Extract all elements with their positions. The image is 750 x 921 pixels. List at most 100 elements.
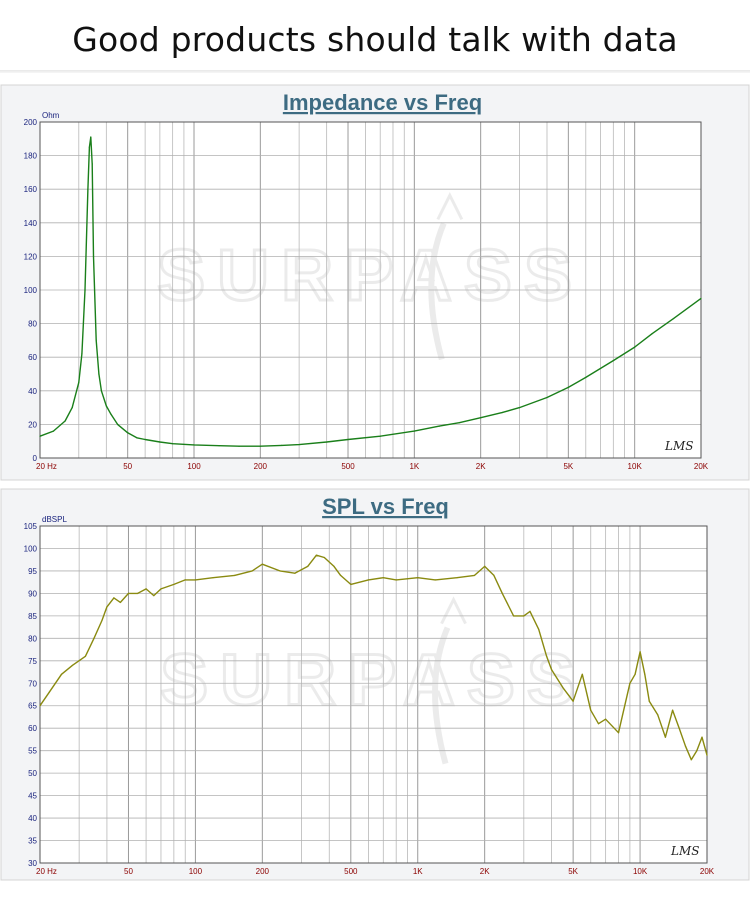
data-point	[159, 441, 161, 443]
data-point	[105, 405, 107, 407]
chart-title: Impedance vs Freq	[283, 90, 482, 115]
data-point	[64, 420, 66, 422]
data-point	[518, 407, 521, 409]
y-tick-label: 20	[28, 420, 37, 429]
data-point	[251, 570, 253, 572]
x-tick-labels: 20 Hz 50 100 200 500 1K 2K 5K 10K 20K	[36, 867, 715, 876]
data-point	[259, 445, 261, 447]
data-point	[315, 554, 317, 556]
data-point	[651, 333, 653, 335]
x-tick-label: 500	[344, 867, 358, 876]
data-point	[484, 565, 486, 567]
watermark-star-icon	[436, 192, 464, 221]
plot-border	[39, 121, 702, 459]
data-point	[172, 443, 174, 445]
x-tick-label: 200	[254, 462, 268, 471]
y-tick-labels: 30 35 40 45 50 55 60 65 70 75 80 85 90 95 100 105	[24, 522, 38, 868]
page-title: Good products should talk with data	[72, 20, 678, 59]
data-point	[347, 438, 349, 441]
data-point	[119, 601, 121, 603]
data-point	[39, 435, 41, 437]
data-point	[91, 163, 93, 165]
data-point	[136, 437, 138, 439]
data-point	[350, 583, 352, 585]
y-axis-label: dBSPL	[42, 515, 67, 524]
data-point	[696, 750, 698, 752]
data-point	[238, 445, 240, 447]
data-point	[581, 673, 583, 675]
data-point	[458, 422, 460, 424]
data-point	[160, 588, 162, 590]
y-tick-label: 95	[28, 567, 37, 576]
x-tick-label: 20K	[700, 867, 715, 876]
data-point	[538, 628, 540, 630]
data-point	[572, 700, 574, 702]
data-point	[551, 669, 553, 671]
data-point	[153, 595, 155, 597]
y-tick-label: 80	[28, 634, 37, 643]
data-point	[590, 709, 592, 711]
plot-border	[39, 525, 708, 864]
data-point	[78, 381, 80, 383]
data-point	[395, 579, 397, 581]
data-point	[639, 651, 641, 653]
y-tick-label: 160	[24, 185, 38, 194]
data-point	[90, 136, 92, 138]
data-point	[684, 745, 687, 747]
data-point	[101, 619, 103, 621]
data-points	[39, 136, 702, 447]
data-point	[434, 579, 436, 581]
title-divider	[0, 70, 750, 73]
data-point	[98, 373, 100, 375]
data-point	[298, 444, 300, 446]
x-tick-label: 2K	[476, 462, 486, 471]
data-point	[480, 417, 482, 419]
y-tick-label: 100	[24, 286, 38, 295]
x-tick-label: 2K	[480, 867, 490, 876]
x-tick-labels: 20 Hz 50 100 200 500 1K 2K 5K 10K 20K	[36, 462, 709, 471]
data-point	[612, 360, 614, 362]
data-point	[100, 390, 102, 392]
data-point	[605, 718, 607, 720]
data-point	[127, 592, 130, 594]
x-tick-label: 20 Hz	[36, 462, 57, 471]
data-point	[137, 592, 139, 594]
y-tick-label: 0	[33, 454, 38, 463]
data-point	[212, 577, 214, 579]
data-point	[546, 396, 548, 399]
data-point	[379, 435, 381, 437]
data-point	[657, 714, 659, 716]
y-tick-label: 50	[28, 769, 37, 778]
data-point	[678, 727, 680, 729]
impedance-chart: SURPASS Impedance vs Freq Ohm 0 20 40 60 80 100 1…	[0, 84, 750, 481]
data-point	[333, 565, 335, 567]
y-tick-label: 40	[28, 814, 37, 823]
y-tick-label: 30	[28, 859, 37, 868]
data-point	[39, 705, 41, 707]
data-point	[473, 574, 476, 576]
data-point	[294, 572, 296, 574]
y-tick-label: 60	[28, 353, 37, 362]
x-tick-label: 200	[256, 867, 270, 876]
data-point	[701, 736, 703, 738]
data-point	[194, 579, 196, 581]
data-point	[234, 574, 236, 576]
data-point	[281, 444, 283, 446]
data-point	[367, 579, 369, 581]
data-point	[546, 655, 548, 657]
watermark-text: SURPASS	[157, 236, 584, 316]
data-point	[562, 687, 564, 689]
data-point	[690, 759, 692, 761]
data-point	[84, 289, 86, 291]
data-point	[127, 432, 129, 434]
x-tick-label: 100	[189, 867, 203, 876]
x-tick-label: 10K	[628, 462, 643, 471]
data-point	[279, 570, 281, 572]
x-tick-label: 1K	[409, 462, 419, 471]
y-tick-label: 45	[28, 792, 37, 801]
data-point	[493, 574, 495, 576]
data-point	[617, 732, 620, 734]
data-point	[106, 606, 108, 608]
data-point	[513, 615, 515, 617]
data-line	[39, 136, 702, 447]
